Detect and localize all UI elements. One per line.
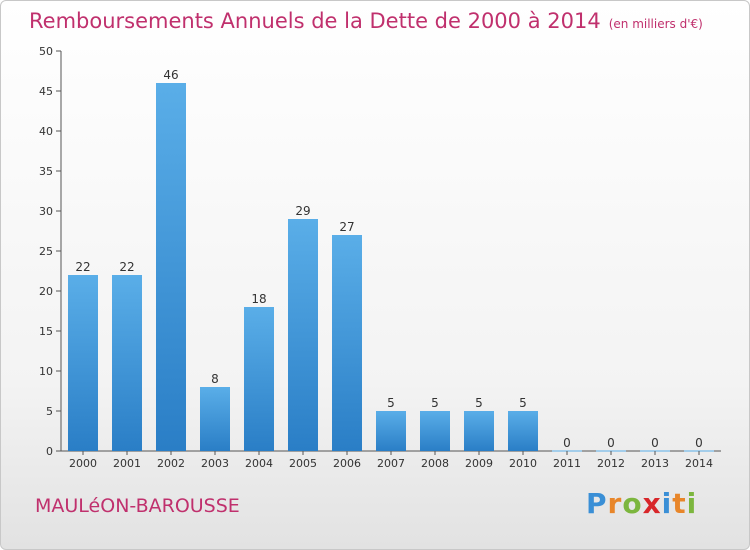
data-label: 5 xyxy=(387,396,395,410)
data-label: 29 xyxy=(295,204,310,218)
x-tick-label: 2009 xyxy=(465,457,493,470)
y-tick-label: 5 xyxy=(46,405,53,418)
data-label: 46 xyxy=(163,68,178,82)
y-tick-label: 0 xyxy=(46,445,53,458)
bar xyxy=(156,83,186,451)
bar xyxy=(112,275,142,451)
x-tick-label: 2006 xyxy=(333,457,361,470)
bar xyxy=(420,411,450,451)
bar xyxy=(244,307,274,451)
data-label: 22 xyxy=(119,260,134,274)
x-tick-label: 2012 xyxy=(597,457,625,470)
data-label: 0 xyxy=(607,436,615,450)
data-label: 0 xyxy=(651,436,659,450)
y-tick-label: 20 xyxy=(39,285,53,298)
x-tick-label: 2007 xyxy=(377,457,405,470)
x-tick-label: 2002 xyxy=(157,457,185,470)
unit-text: (en milliers d'€) xyxy=(608,17,703,31)
x-tick-label: 2013 xyxy=(641,457,669,470)
data-label: 8 xyxy=(211,372,219,386)
y-tick-label: 25 xyxy=(39,245,53,258)
y-tick-label: 15 xyxy=(39,325,53,338)
y-tick-label: 10 xyxy=(39,365,53,378)
x-tick-label: 2008 xyxy=(421,457,449,470)
bar xyxy=(508,411,538,451)
data-label: 5 xyxy=(519,396,527,410)
x-tick-label: 2010 xyxy=(509,457,537,470)
x-tick-label: 2014 xyxy=(685,457,713,470)
commune-name: MAULéON-BAROUSSE xyxy=(35,495,240,517)
x-tick-label: 2000 xyxy=(69,457,97,470)
data-label: 5 xyxy=(431,396,439,410)
y-tick-label: 50 xyxy=(39,45,53,58)
bar xyxy=(200,387,230,451)
x-tick-label: 2004 xyxy=(245,457,273,470)
bar xyxy=(464,411,494,451)
x-tick-label: 2003 xyxy=(201,457,229,470)
y-tick-label: 40 xyxy=(39,125,53,138)
chart-title: Remboursements Annuels de la Dette de 20… xyxy=(29,9,703,33)
bar xyxy=(68,275,98,451)
x-tick-label: 2001 xyxy=(113,457,141,470)
data-label: 18 xyxy=(251,292,266,306)
bar xyxy=(288,219,318,451)
data-label: 5 xyxy=(475,396,483,410)
data-label: 22 xyxy=(75,260,90,274)
y-tick-label: 30 xyxy=(39,205,53,218)
data-label: 27 xyxy=(339,220,354,234)
data-label: 0 xyxy=(563,436,571,450)
x-tick-label: 2005 xyxy=(289,457,317,470)
bar xyxy=(332,235,362,451)
bar xyxy=(376,411,406,451)
proxiti-logo: Proxiti xyxy=(586,487,698,520)
y-tick-label: 35 xyxy=(39,165,53,178)
title-text: Remboursements Annuels de la Dette de 20… xyxy=(29,9,601,33)
y-tick-label: 45 xyxy=(39,85,53,98)
data-label: 0 xyxy=(695,436,703,450)
x-tick-label: 2011 xyxy=(553,457,581,470)
